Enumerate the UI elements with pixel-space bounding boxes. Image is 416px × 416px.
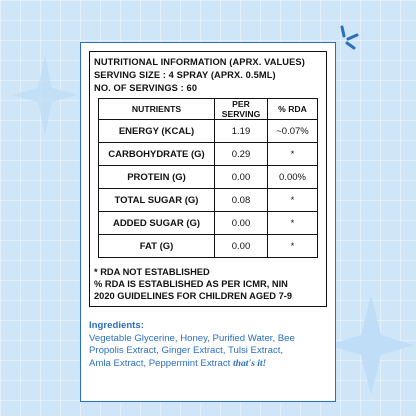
- per-serving-value: 0.00: [214, 165, 268, 189]
- column-header: PER SERVING: [214, 98, 268, 120]
- nutrient-name: FAT (G): [98, 234, 215, 258]
- nutrient-name: PROTEIN (G): [98, 165, 215, 189]
- nutrient-name: TOTAL SUGAR (G): [98, 188, 215, 212]
- table-row: FAT (G) 0.00 *: [98, 234, 318, 258]
- rda-value: *: [267, 188, 318, 212]
- rda-value: ~0.07%: [267, 119, 318, 143]
- ingredients-text: Amla Extract, Peppermint Extract: [89, 357, 231, 369]
- footnote: 2020 GUIDELINES FOR CHILDREN AGED 7-9: [94, 291, 293, 301]
- ingredients-line: Vegetable Glycerine, Honey, Purified Wat…: [89, 332, 295, 344]
- table-row: ENERGY (KCAL) 1.19 ~0.07%: [98, 119, 318, 143]
- rda-value: 0.00%: [267, 165, 318, 189]
- nutrient-name: ENERGY (KCAL): [98, 119, 215, 143]
- table-row: ADDED SUGAR (G) 0.00 *: [98, 211, 318, 235]
- nutrition-header: NUTRITIONAL INFORMATION (APRX. VALUES) S…: [90, 52, 326, 98]
- tagline: that's it!: [232, 357, 267, 369]
- nutrition-facts-panel: NUTRITIONAL INFORMATION (APRX. VALUES) S…: [89, 51, 327, 307]
- per-serving-value: 1.19: [214, 119, 268, 143]
- serving-size: SERVING SIZE : 4 SPRAY (APRX. 0.5ML): [94, 70, 276, 80]
- nutrient-name: ADDED SUGAR (G): [98, 211, 215, 235]
- table-row: PROTEIN (G) 0.00 0.00%: [98, 165, 318, 189]
- column-header: % RDA: [267, 98, 318, 120]
- nutrition-card: NUTRITIONAL INFORMATION (APRX. VALUES) S…: [80, 42, 336, 402]
- star-shape-icon: [12, 55, 78, 135]
- star-shape-icon: [328, 295, 414, 395]
- per-serving-value: 0.29: [214, 142, 268, 166]
- ingredients-line: Propolis Extract, Ginger Extract, Tulsi …: [89, 345, 284, 356]
- per-serving-value: 0.08: [214, 188, 268, 212]
- rda-value: *: [267, 234, 318, 258]
- table-row: CARBOHYDRATE (G) 0.29 *: [98, 142, 318, 166]
- header-title: NUTRITIONAL INFORMATION (APRX. VALUES): [94, 57, 305, 67]
- footnote: * RDA NOT ESTABLISHED: [94, 267, 210, 277]
- sparkle-icon: [340, 25, 359, 50]
- ingredients-line-last: Amla Extract, Peppermint Extract that's …: [89, 358, 329, 371]
- rda-value: *: [267, 142, 318, 166]
- table-header-row: NUTRIENTS PER SERVING % RDA: [98, 98, 318, 120]
- rda-value: *: [267, 211, 318, 235]
- ingredients-heading: Ingredients:: [89, 320, 144, 331]
- nutrient-name: CARBOHYDRATE (G): [98, 142, 215, 166]
- per-serving-value: 0.00: [214, 211, 268, 235]
- servings-count: NO. OF SERVINGS : 60: [94, 83, 198, 93]
- ingredients-block: Ingredients: Vegetable Glycerine, Honey,…: [89, 320, 329, 370]
- footnotes: * RDA NOT ESTABLISHED % RDA IS ESTABLISH…: [90, 258, 326, 306]
- footnote: % RDA IS ESTABLISHED AS PER ICMR, NIN: [94, 279, 288, 289]
- nutrition-table: NUTRIENTS PER SERVING % RDA ENERGY (KCAL…: [98, 98, 318, 258]
- table-row: TOTAL SUGAR (G) 0.08 *: [98, 188, 318, 212]
- per-serving-value: 0.00: [214, 234, 268, 258]
- column-header: NUTRIENTS: [98, 98, 215, 120]
